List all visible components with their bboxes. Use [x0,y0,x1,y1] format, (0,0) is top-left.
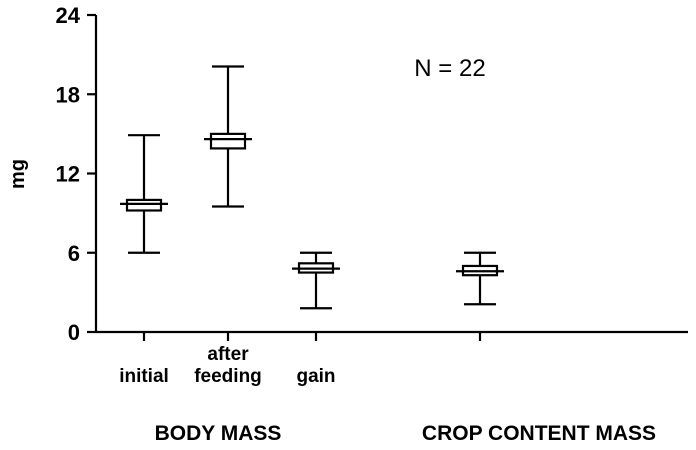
group-label: CROP CONTENT MASS [422,422,656,445]
box-1 [120,134,168,254]
y-tick-label: 24 [56,3,81,28]
box-2 [204,65,252,208]
box-iqr [125,198,163,212]
box-3 [292,251,340,310]
category-label: feeding [194,366,262,387]
y-tick-label: 12 [56,162,80,187]
y-tick-label: 18 [56,82,80,107]
box-iqr [209,132,247,150]
boxes [120,65,504,310]
category-label: after [207,344,249,365]
box-4 [456,251,504,306]
y-tick-label: 0 [68,320,80,345]
y-axis-label: mg [7,159,29,189]
category-label: gain [296,366,335,387]
sample-size-annotation: N = 22 [414,55,485,82]
axes: 0 6 12 18 24 [56,3,688,345]
y-tick-label: 6 [68,241,80,266]
group-label: BODY MASS [155,422,282,445]
category-label: initial [119,366,169,387]
